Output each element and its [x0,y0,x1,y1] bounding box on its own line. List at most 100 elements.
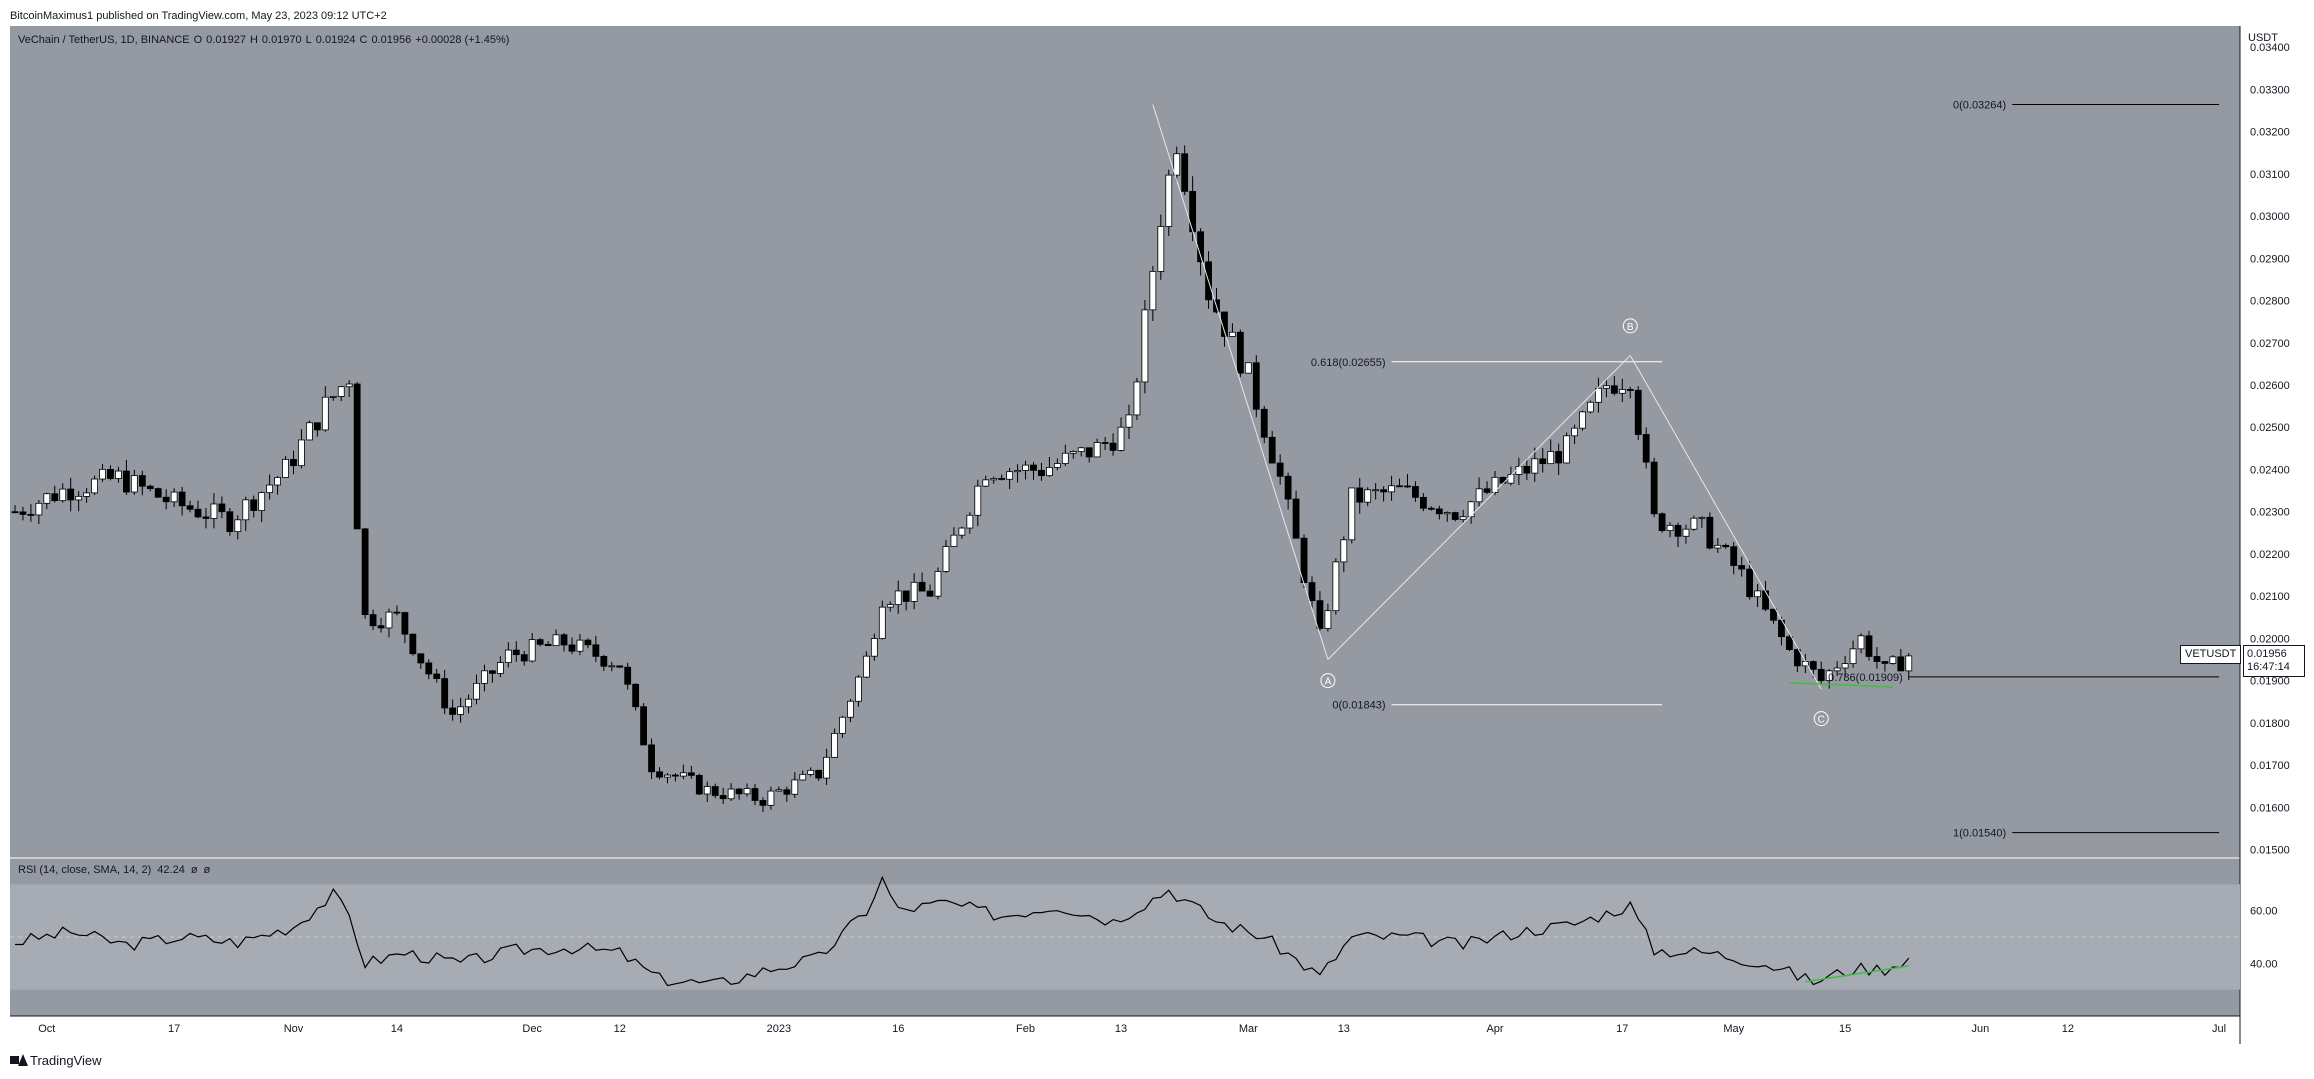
chart-frame[interactable]: 0(0.03264) 0.618(0.02655) 0.786(0.01909) 0(… [10,26,2304,1044]
candle-body [902,590,910,602]
candle-body [1380,489,1388,493]
candle-body [425,662,433,675]
candle-body [337,386,345,397]
candle-body [735,788,743,795]
price-chart-svg[interactable]: 0(0.03264) 0.618(0.02655) 0.786(0.01909) 0(… [10,26,2304,1044]
candle-body [1093,442,1101,458]
current-price: 0.01956 [2247,648,2287,660]
candle-body [950,534,958,547]
wave-label-b: B [1627,322,1634,333]
candle-body [910,581,918,602]
candle-body [1579,411,1586,429]
candle-body [1435,508,1443,515]
candle-body [656,771,663,778]
candle-body [1451,512,1459,520]
wave-label-c: C [1818,715,1825,726]
candle-body [711,786,719,796]
candle-body [1388,485,1395,493]
candle-body [1356,487,1364,503]
candle-body [1077,447,1085,452]
candle-body [855,676,862,702]
candle-body [1602,385,1610,389]
fib-level-label: 0.786(0.01909) [1828,672,1903,684]
rsi-line [15,875,1910,987]
candle-body [1443,512,1451,515]
candle-body [1825,670,1833,681]
time-tick-label: Mar [1239,1023,1258,1035]
wave-line [1629,355,1822,690]
candle-body [75,495,83,501]
price-tick-label: 0.01900 [2250,676,2290,688]
price-tick-label: 0.02600 [2250,380,2290,392]
time-tick-label: Apr [1486,1023,1503,1035]
candle-body [823,756,831,779]
candle-body [313,422,321,431]
candle-body [1324,610,1332,629]
candle-body [489,670,496,674]
candle-body [1539,458,1547,465]
candle-body [791,779,799,795]
time-tick-label: 13 [1338,1023,1350,1035]
candle-body [1666,524,1674,531]
candle-body [59,488,67,502]
candle-body [743,788,751,795]
candle-body [385,611,393,629]
rsi-legend-extra1: ø [190,864,198,876]
candle-body [695,774,703,795]
candle-body [441,678,449,709]
candle-body [449,707,457,715]
legend-close-label: C [359,34,368,46]
wave-label-circle [1622,318,1638,334]
candle-body [1762,590,1769,610]
candle-body [926,590,934,597]
candle-body [1873,656,1881,662]
candle-body [1642,434,1650,463]
rsi-divergence-line [1805,965,1909,983]
candle-body [1165,174,1173,227]
candle-body [544,643,552,647]
candle-body [894,590,902,605]
legend-open-label: O [193,34,203,46]
candle-body [1531,458,1539,474]
candle-body [1244,362,1252,374]
candle-body [1682,528,1690,537]
candle-body [266,484,274,494]
candle-body [1006,471,1014,480]
candle-body [679,772,687,777]
tradingview-logo-icon [10,1054,28,1066]
candle-body [1547,451,1555,465]
candle-body [608,665,616,668]
legend-high: 0.01970 [261,34,302,46]
candle-body [1364,489,1372,503]
rsi-legend-value: 42.24 [157,864,185,876]
candle-body [504,649,512,664]
candle-body [194,508,202,518]
candle-body [1833,667,1841,672]
price-tick-label: 0.03400 [2250,42,2290,54]
candle-body [1085,447,1093,458]
candle-body [759,800,767,806]
candle-body [632,683,640,708]
candle-body [1412,486,1419,498]
candle-body [1268,436,1276,464]
candle-body [1308,582,1316,602]
candle-body [345,383,353,388]
candle-body [258,492,266,511]
candle-body [664,774,671,778]
candle-body [417,653,425,664]
candle-body [528,639,536,662]
candle-body [146,485,154,489]
candle-body [990,478,998,481]
candle-body [481,670,488,684]
candle-body [815,769,823,779]
candle-body [130,475,138,493]
candle-body [1881,661,1889,664]
candle-body [401,612,409,635]
price-tick-label: 0.02700 [2250,338,2290,350]
time-tick-label: Oct [38,1023,55,1035]
candle-body [1149,271,1157,311]
candle-body [1849,648,1857,664]
legend-low-label: L [305,34,312,46]
candle-body [1316,600,1324,629]
price-tick-label: 0.02900 [2250,253,2290,265]
